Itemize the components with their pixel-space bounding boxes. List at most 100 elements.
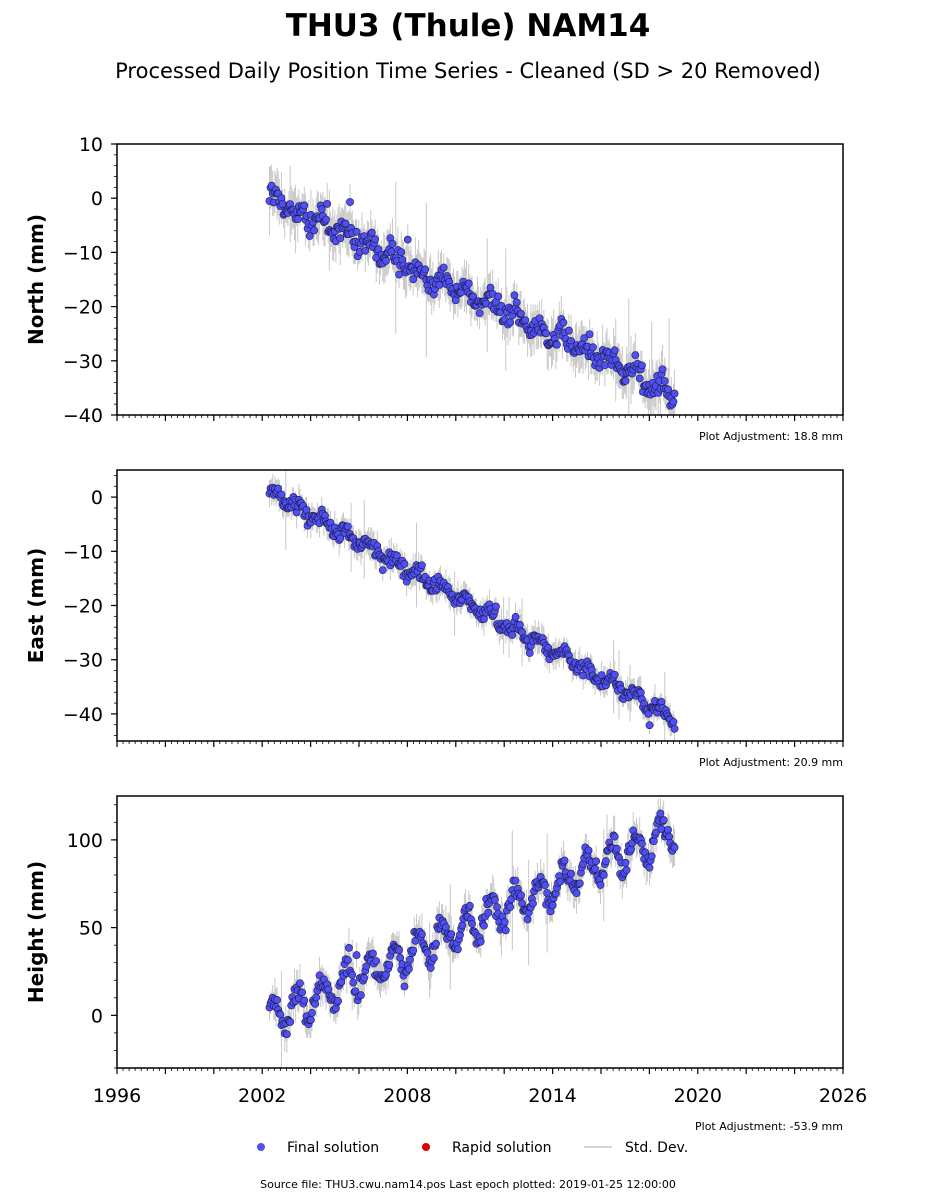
data-point [367, 228, 376, 237]
data-point [670, 724, 679, 733]
data-point [600, 361, 609, 370]
data-point [621, 376, 630, 385]
data-point [418, 561, 426, 570]
data-point [565, 326, 573, 335]
data-point [349, 978, 358, 987]
data-point [541, 881, 549, 890]
ytick-label: −30 [63, 650, 103, 672]
data-point [385, 960, 394, 969]
data-point [553, 340, 561, 349]
data-point [585, 330, 594, 339]
data-point [345, 944, 353, 952]
data-point [411, 936, 420, 945]
data-point [312, 993, 321, 1002]
legend-final-marker [257, 1143, 265, 1151]
ytick-label: −20 [63, 297, 103, 319]
ytick-label: −40 [63, 405, 103, 427]
data-point [512, 298, 521, 307]
data-point [439, 263, 448, 272]
xtick-label: 2020 [674, 1085, 722, 1107]
xtick-label: 2002 [238, 1085, 286, 1107]
panel-0-series [265, 164, 679, 415]
data-point [432, 939, 440, 948]
data-point [392, 551, 401, 560]
data-point [592, 857, 601, 866]
data-point [580, 334, 589, 343]
data-point [305, 232, 314, 240]
data-point [572, 889, 581, 898]
data-point [400, 559, 409, 568]
data-point [494, 292, 503, 301]
ytick-label: −10 [63, 541, 103, 563]
data-point [429, 954, 438, 962]
data-point [458, 921, 467, 930]
xtick-label: 2014 [528, 1085, 576, 1107]
data-point [400, 982, 409, 991]
data-point [517, 309, 525, 318]
data-point [421, 265, 430, 274]
data-point [529, 899, 537, 908]
data-point [659, 816, 668, 824]
panel-0: 10 0 −10 −20 −30 −40 North (mm) Plot Adjustment… [24, 134, 844, 443]
data-point [670, 843, 679, 852]
data-point [371, 235, 379, 244]
data-point [352, 951, 361, 959]
data-point [276, 1010, 285, 1019]
data-point [317, 205, 326, 214]
data-point [298, 988, 307, 997]
data-point [447, 930, 456, 939]
data-point [403, 235, 412, 244]
data-point [610, 346, 619, 355]
legend-stddev-label: Std. Dev. [625, 1140, 688, 1156]
data-point [510, 291, 519, 300]
data-point [423, 948, 432, 957]
data-point [468, 919, 476, 928]
data-point [670, 389, 679, 398]
panel-2-series [265, 798, 679, 1068]
data-point [357, 991, 365, 1000]
data-point [660, 377, 669, 385]
data-point [336, 534, 345, 543]
legend-rapid-marker [422, 1143, 430, 1151]
data-point [286, 1018, 295, 1026]
data-point [343, 522, 352, 531]
data-point [584, 846, 593, 855]
data-point [635, 374, 644, 383]
data-point [556, 877, 565, 886]
data-point [387, 247, 396, 256]
data-point [559, 318, 568, 327]
source-note: Source file: THU3.cwu.nam14.pos Last epo… [260, 1178, 676, 1191]
data-point [511, 876, 520, 885]
data-point [525, 649, 534, 657]
data-point [645, 721, 654, 730]
data-point [426, 964, 435, 972]
data-point [508, 631, 517, 639]
data-point [493, 903, 501, 911]
data-point [322, 215, 330, 224]
ytick-label: 50 [79, 918, 103, 940]
data-point [475, 309, 484, 318]
data-point [334, 997, 342, 1005]
chart-subtitle: Processed Daily Position Time Series - C… [115, 59, 821, 83]
xtick-label: 1996 [93, 1085, 141, 1107]
data-point [397, 248, 406, 257]
data-point [645, 863, 654, 872]
data-point [362, 962, 371, 971]
data-point [369, 949, 377, 958]
data-point [469, 292, 478, 301]
data-point [567, 869, 576, 878]
data-point [465, 901, 474, 910]
data-point [453, 945, 462, 954]
data-point [521, 316, 530, 324]
panel-0-frame [116, 143, 844, 416]
data-point [649, 837, 658, 846]
data-point [610, 832, 619, 841]
panel-2-ylabel: Height (mm) [24, 861, 48, 1003]
data-point [480, 921, 488, 930]
data-point [323, 199, 332, 208]
panel-1-adjustment: Plot Adjustment: 20.9 mm [699, 756, 843, 769]
panel-0-adjustment: Plot Adjustment: 18.8 mm [699, 430, 843, 443]
data-point [308, 1009, 316, 1017]
data-point [501, 926, 510, 935]
data-point [382, 256, 390, 265]
